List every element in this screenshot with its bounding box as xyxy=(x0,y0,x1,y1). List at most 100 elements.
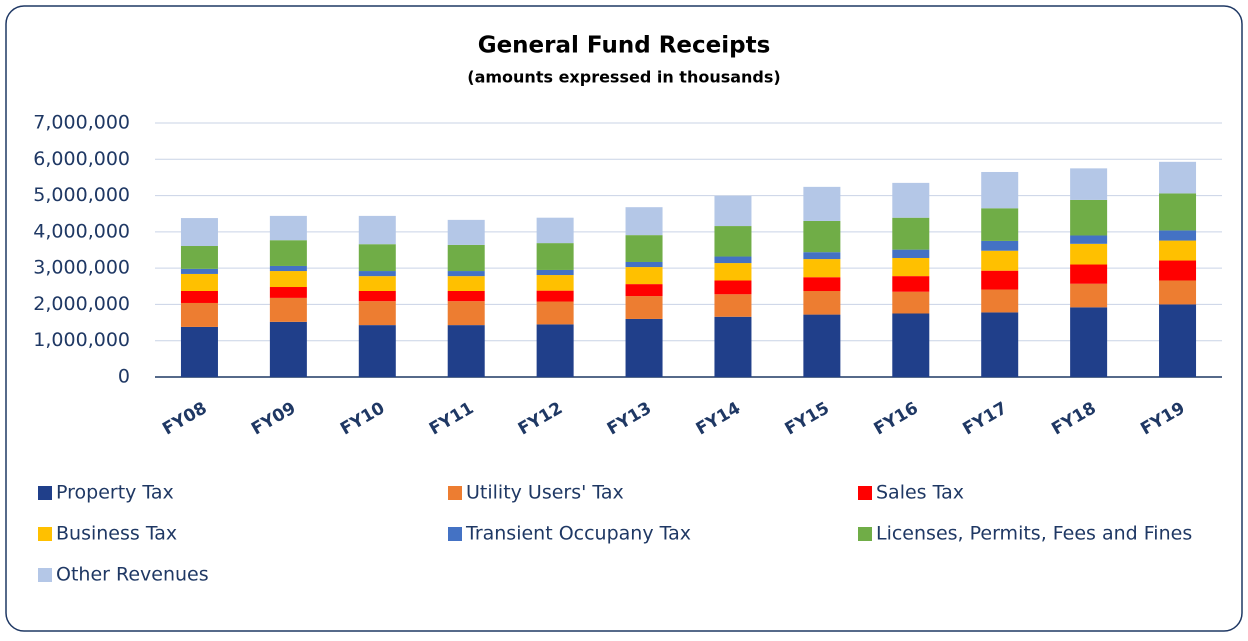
legend-swatch xyxy=(858,486,872,500)
bar-segment xyxy=(1159,304,1197,377)
bar-segment xyxy=(714,316,752,377)
bar-segment xyxy=(358,325,396,377)
chart-subtitle: (amounts expressed in thousands) xyxy=(467,68,780,87)
legend-swatch xyxy=(38,568,52,582)
bar-segment xyxy=(1159,193,1197,231)
bar-segment xyxy=(180,218,218,247)
bar-segment xyxy=(625,318,663,377)
legend-swatch xyxy=(38,527,52,541)
bar-segment xyxy=(892,217,930,250)
bar-segment xyxy=(269,321,307,377)
y-tick-label: 0 xyxy=(118,366,130,388)
bar-segment xyxy=(1159,161,1197,194)
bar-segment xyxy=(536,269,574,276)
bar-segment xyxy=(892,249,930,258)
bar-segment xyxy=(447,276,485,292)
bar-segment xyxy=(180,273,218,292)
bar-segment xyxy=(447,325,485,377)
bar-segment xyxy=(625,296,663,319)
bar-segment xyxy=(803,291,841,315)
bar-segment xyxy=(536,301,574,325)
bar-segment xyxy=(1159,280,1197,305)
bar-segment xyxy=(1159,230,1197,241)
bar-segment xyxy=(447,271,485,277)
bar-segment xyxy=(714,195,752,227)
bar-segment xyxy=(625,267,663,285)
legend-label: Property Tax xyxy=(56,482,174,504)
legend-label: Business Tax xyxy=(56,523,177,545)
bar-segment xyxy=(536,243,574,270)
bar-segment xyxy=(892,276,930,292)
bar-segment xyxy=(447,301,485,326)
bar-segment xyxy=(358,244,396,272)
legend-swatch xyxy=(448,486,462,500)
bar-segment xyxy=(981,270,1019,290)
bar-segment xyxy=(625,261,663,268)
bar-segment xyxy=(714,294,752,317)
bar-segment xyxy=(269,240,307,266)
bar-segment xyxy=(714,280,752,295)
y-tick-label: 1,000,000 xyxy=(33,329,130,351)
bar-segment xyxy=(180,302,218,327)
bar-segment xyxy=(981,250,1019,271)
bar-segment xyxy=(714,263,752,281)
bar-segment xyxy=(1070,243,1108,265)
legend-swatch xyxy=(448,527,462,541)
bar-segment xyxy=(358,276,396,292)
bar-segment xyxy=(1070,283,1108,308)
bar-segment xyxy=(981,171,1019,209)
bar-segment xyxy=(1070,168,1108,200)
bar-segment xyxy=(358,215,396,245)
bar-segment xyxy=(447,291,485,302)
bar-segment xyxy=(892,313,930,377)
bar-segment xyxy=(714,256,752,264)
bar-segment xyxy=(180,291,218,303)
bar-segment xyxy=(803,277,841,292)
bar-segment xyxy=(269,297,307,322)
y-tick-label: 5,000,000 xyxy=(33,184,130,206)
bar-segment xyxy=(180,246,218,269)
chart-frame xyxy=(5,5,1243,632)
bar-segment xyxy=(180,326,218,377)
legend-swatch xyxy=(38,486,52,500)
chart-title: General Fund Receipts xyxy=(478,33,771,59)
bar-segment xyxy=(1070,199,1108,236)
bar-segment xyxy=(981,312,1019,377)
bar-segment xyxy=(625,207,663,236)
bar-segment xyxy=(892,257,930,277)
bar-segment xyxy=(981,240,1019,251)
bar-segment xyxy=(803,314,841,377)
bar-segment xyxy=(803,259,841,278)
bar-segment xyxy=(625,284,663,297)
y-tick-label: 2,000,000 xyxy=(33,293,130,315)
bar-segment xyxy=(358,271,396,277)
bar-segment xyxy=(536,217,574,244)
bar-segment xyxy=(358,291,396,302)
bar-segment xyxy=(803,186,841,221)
bar-segment xyxy=(981,289,1019,313)
bar-segment xyxy=(180,268,218,274)
y-tick-label: 7,000,000 xyxy=(33,112,130,134)
legend-label: Licenses, Permits, Fees and Fines xyxy=(876,523,1192,545)
bar-segment xyxy=(536,275,574,291)
bar-segment xyxy=(892,182,930,218)
legend-label: Sales Tax xyxy=(876,482,964,504)
bar-segment xyxy=(1070,307,1108,377)
bar-segment xyxy=(269,215,307,241)
bar-segment xyxy=(269,271,307,288)
legend-label: Utility Users' Tax xyxy=(466,482,624,504)
y-tick-label: 3,000,000 xyxy=(33,257,130,279)
bar-segment xyxy=(269,287,307,298)
bar-segment xyxy=(447,244,485,272)
legend-label: Transient Occupany Tax xyxy=(465,523,691,545)
bar-segment xyxy=(536,324,574,377)
legend-label: Other Revenues xyxy=(56,564,209,586)
bar-segment xyxy=(803,220,841,253)
bar-segment xyxy=(892,291,930,314)
legend-swatch xyxy=(858,527,872,541)
bar-segment xyxy=(981,208,1019,241)
bar-segment xyxy=(714,226,752,257)
y-tick-label: 6,000,000 xyxy=(33,148,130,170)
bar-segment xyxy=(1159,260,1197,281)
